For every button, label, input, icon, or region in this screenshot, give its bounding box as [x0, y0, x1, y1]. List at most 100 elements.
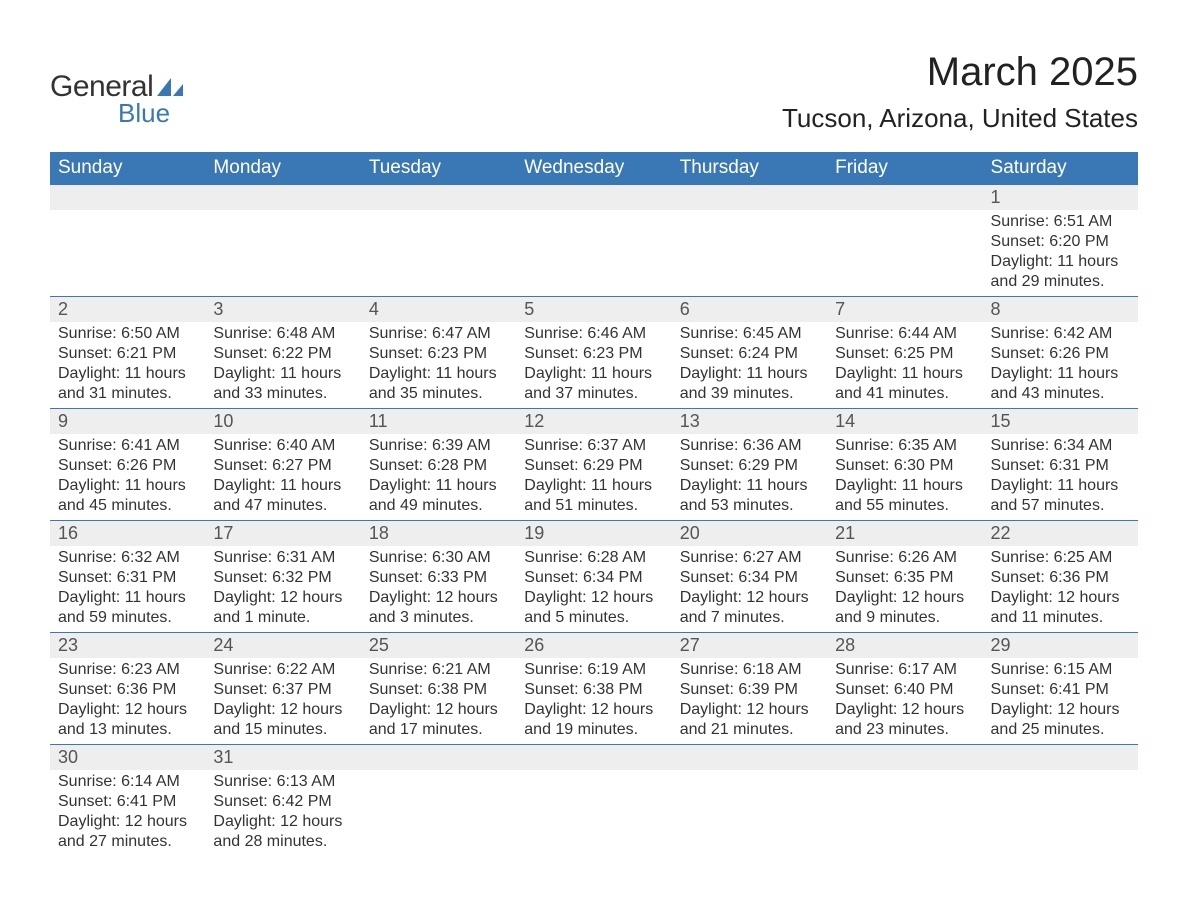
day-details: Sunrise: 6:40 AMSunset: 6:27 PMDaylight:…: [205, 434, 360, 520]
sunset-text: Sunset: 6:21 PM: [58, 344, 197, 364]
daylight-line-1: Daylight: 11 hours: [213, 364, 352, 384]
day-number-cell: 5: [516, 297, 671, 323]
sunset-text: Sunset: 6:30 PM: [835, 456, 974, 476]
day-detail-cell: Sunrise: 6:40 AMSunset: 6:27 PMDaylight:…: [205, 434, 360, 521]
day-detail-cell: Sunrise: 6:14 AMSunset: 6:41 PMDaylight:…: [50, 770, 205, 856]
sunset-text: Sunset: 6:29 PM: [524, 456, 663, 476]
day-details: Sunrise: 6:34 AMSunset: 6:31 PMDaylight:…: [983, 434, 1138, 520]
sunrise-text: Sunrise: 6:45 AM: [680, 324, 819, 344]
day-number: 5: [516, 297, 671, 322]
daylight-line-2: and 43 minutes.: [991, 384, 1130, 404]
month-title: March 2025: [782, 50, 1138, 95]
sunrise-text: Sunrise: 6:28 AM: [524, 548, 663, 568]
sunset-text: Sunset: 6:38 PM: [524, 680, 663, 700]
day-details: Sunrise: 6:36 AMSunset: 6:29 PMDaylight:…: [672, 434, 827, 520]
day-number-cell: 14: [827, 409, 982, 435]
day-detail-cell: [361, 770, 516, 856]
day-detail-cell: Sunrise: 6:18 AMSunset: 6:39 PMDaylight:…: [672, 658, 827, 745]
day-number: 10: [205, 409, 360, 434]
daylight-line-2: and 37 minutes.: [524, 384, 663, 404]
day-number-cell: [205, 185, 360, 211]
sunrise-text: Sunrise: 6:27 AM: [680, 548, 819, 568]
day-details: Sunrise: 6:23 AMSunset: 6:36 PMDaylight:…: [50, 658, 205, 744]
daylight-line-1: Daylight: 11 hours: [58, 364, 197, 384]
day-number-cell: 3: [205, 297, 360, 323]
daylight-line-1: Daylight: 12 hours: [58, 700, 197, 720]
day-number-cell: 28: [827, 633, 982, 659]
sunset-text: Sunset: 6:36 PM: [58, 680, 197, 700]
day-detail-cell: Sunrise: 6:25 AMSunset: 6:36 PMDaylight:…: [983, 546, 1138, 633]
daylight-line-1: Daylight: 11 hours: [991, 476, 1130, 496]
day-number: 13: [672, 409, 827, 434]
day-number: 28: [827, 633, 982, 658]
logo: General Blue: [50, 70, 183, 129]
sunset-text: Sunset: 6:37 PM: [213, 680, 352, 700]
day-number-cell: 26: [516, 633, 671, 659]
daylight-line-1: Daylight: 12 hours: [835, 588, 974, 608]
sunset-text: Sunset: 6:39 PM: [680, 680, 819, 700]
sunrise-text: Sunrise: 6:23 AM: [58, 660, 197, 680]
weekday-header: Thursday: [672, 152, 827, 185]
sunrise-text: Sunrise: 6:48 AM: [213, 324, 352, 344]
daylight-line-1: Daylight: 11 hours: [835, 364, 974, 384]
day-detail-cell: Sunrise: 6:34 AMSunset: 6:31 PMDaylight:…: [983, 434, 1138, 521]
sunset-text: Sunset: 6:20 PM: [991, 232, 1130, 252]
day-detail-cell: [205, 210, 360, 297]
location-text: Tucson, Arizona, United States: [782, 103, 1138, 134]
day-number: 8: [983, 297, 1138, 322]
day-detail-cell: [827, 210, 982, 297]
day-details: Sunrise: 6:51 AMSunset: 6:20 PMDaylight:…: [983, 210, 1138, 296]
weekday-header: Tuesday: [361, 152, 516, 185]
weekday-header: Wednesday: [516, 152, 671, 185]
sunset-text: Sunset: 6:22 PM: [213, 344, 352, 364]
day-details: Sunrise: 6:13 AMSunset: 6:42 PMDaylight:…: [205, 770, 360, 856]
day-number: 30: [50, 745, 205, 770]
day-number-cell: 17: [205, 521, 360, 547]
day-detail-cell: [672, 210, 827, 297]
sunrise-text: Sunrise: 6:30 AM: [369, 548, 508, 568]
day-detail-row: Sunrise: 6:41 AMSunset: 6:26 PMDaylight:…: [50, 434, 1138, 521]
logo-word-blue: Blue: [118, 98, 183, 129]
daylight-line-2: and 25 minutes.: [991, 720, 1130, 740]
weekday-header-row: Sunday Monday Tuesday Wednesday Thursday…: [50, 152, 1138, 185]
day-detail-cell: Sunrise: 6:31 AMSunset: 6:32 PMDaylight:…: [205, 546, 360, 633]
day-number-cell: 23: [50, 633, 205, 659]
day-details: Sunrise: 6:30 AMSunset: 6:33 PMDaylight:…: [361, 546, 516, 632]
day-detail-cell: Sunrise: 6:23 AMSunset: 6:36 PMDaylight:…: [50, 658, 205, 745]
day-detail-cell: Sunrise: 6:37 AMSunset: 6:29 PMDaylight:…: [516, 434, 671, 521]
day-number-cell: 19: [516, 521, 671, 547]
daylight-line-1: Daylight: 11 hours: [524, 364, 663, 384]
day-number-row: 9101112131415: [50, 409, 1138, 435]
day-detail-cell: Sunrise: 6:27 AMSunset: 6:34 PMDaylight:…: [672, 546, 827, 633]
day-number-cell: [361, 185, 516, 211]
day-detail-cell: Sunrise: 6:42 AMSunset: 6:26 PMDaylight:…: [983, 322, 1138, 409]
day-number: 11: [361, 409, 516, 434]
day-number: 20: [672, 521, 827, 546]
sunset-text: Sunset: 6:23 PM: [369, 344, 508, 364]
day-number-row: 3031: [50, 745, 1138, 771]
logo-sail-icon: [157, 78, 183, 96]
daylight-line-2: and 47 minutes.: [213, 496, 352, 516]
sunrise-text: Sunrise: 6:44 AM: [835, 324, 974, 344]
daylight-line-2: and 9 minutes.: [835, 608, 974, 628]
sunrise-text: Sunrise: 6:46 AM: [524, 324, 663, 344]
day-detail-cell: [983, 770, 1138, 856]
sunset-text: Sunset: 6:28 PM: [369, 456, 508, 476]
sunset-text: Sunset: 6:26 PM: [58, 456, 197, 476]
sunset-text: Sunset: 6:41 PM: [991, 680, 1130, 700]
daylight-line-1: Daylight: 12 hours: [680, 700, 819, 720]
day-number-cell: 11: [361, 409, 516, 435]
daylight-line-2: and 5 minutes.: [524, 608, 663, 628]
day-number-cell: [827, 185, 982, 211]
daylight-line-1: Daylight: 11 hours: [58, 588, 197, 608]
day-detail-cell: Sunrise: 6:46 AMSunset: 6:23 PMDaylight:…: [516, 322, 671, 409]
sunrise-text: Sunrise: 6:26 AM: [835, 548, 974, 568]
daylight-line-1: Daylight: 11 hours: [524, 476, 663, 496]
day-detail-cell: Sunrise: 6:51 AMSunset: 6:20 PMDaylight:…: [983, 210, 1138, 297]
sunset-text: Sunset: 6:31 PM: [58, 568, 197, 588]
day-number-row: 1: [50, 185, 1138, 211]
daylight-line-1: Daylight: 12 hours: [213, 812, 352, 832]
day-number: 24: [205, 633, 360, 658]
daylight-line-1: Daylight: 11 hours: [835, 476, 974, 496]
day-detail-cell: Sunrise: 6:35 AMSunset: 6:30 PMDaylight:…: [827, 434, 982, 521]
